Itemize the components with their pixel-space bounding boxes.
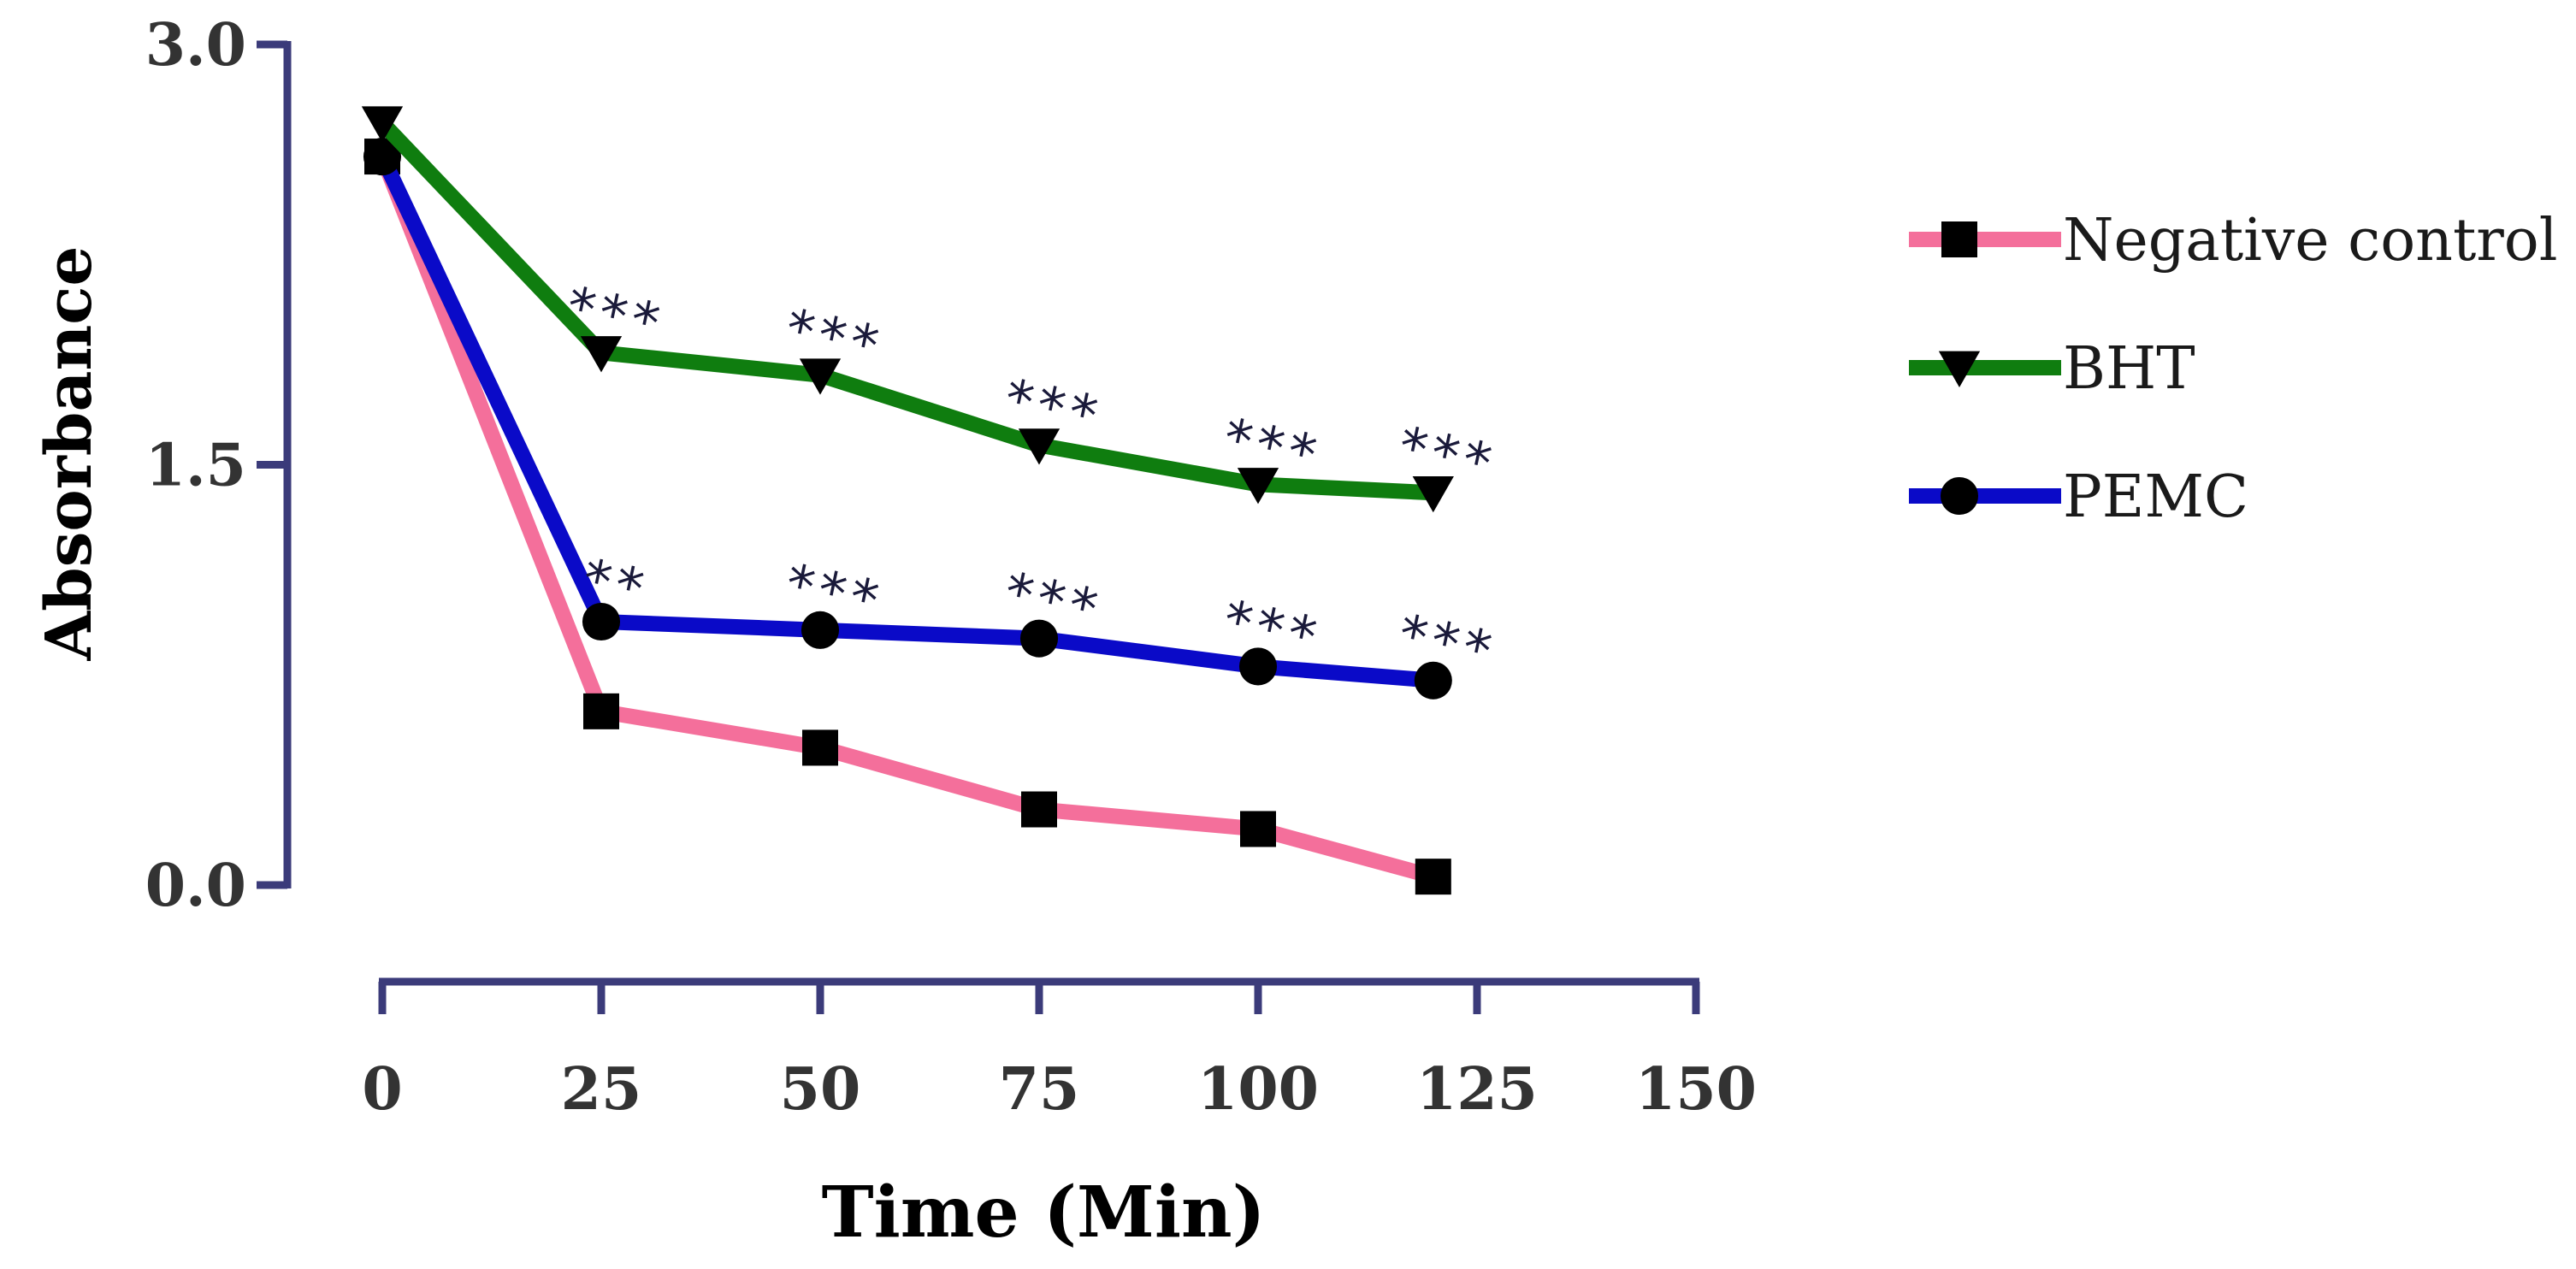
data-point-negative-control <box>1021 791 1057 828</box>
data-point-negative-control <box>802 729 838 766</box>
significance-label-pemc: ** <box>577 547 654 623</box>
legend-marker-pemc <box>1940 476 1979 516</box>
legend-label-pemc: PEMC <box>2063 463 2248 531</box>
data-point-bht <box>1412 475 1454 513</box>
x-axis-title: Time (Min) <box>822 1172 1266 1254</box>
legend-label-negative-control: Negative control <box>2063 207 2558 274</box>
y-tick-label: 1.5 <box>145 432 246 500</box>
data-point-pemc <box>1414 661 1452 699</box>
data-point-pemc <box>582 602 621 641</box>
series-line-bht <box>375 115 1441 501</box>
x-tick-label: 125 <box>1416 1055 1538 1124</box>
data-point-bht <box>580 336 623 373</box>
data-point-negative-control <box>583 693 619 729</box>
x-tick-label: 0 <box>362 1055 402 1124</box>
series-line-negative-control <box>375 149 1441 885</box>
series-bht <box>361 106 1454 513</box>
legend-label-bht: BHT <box>2063 335 2195 403</box>
data-point-negative-control <box>1240 811 1276 847</box>
data-point-pemc <box>801 611 840 649</box>
x-tick-label: 75 <box>999 1055 1080 1124</box>
significance-label-bht: *** <box>561 275 670 357</box>
data-point-pemc <box>1019 619 1059 658</box>
x-tick-label: 150 <box>1635 1055 1757 1124</box>
legend-item-negative-control: Negative control <box>1909 207 2558 274</box>
data-point-bht <box>1018 428 1061 465</box>
data-point-negative-control <box>1415 859 1451 895</box>
data-point-bht <box>799 358 842 395</box>
legend-marker-bht <box>1938 351 1981 387</box>
x-tick-label: 50 <box>780 1055 861 1124</box>
axes: 0.0 1.5 3.0 0 25 50 75 100 125 150 <box>145 11 1757 1124</box>
data-point-pemc <box>363 138 402 176</box>
data-point-pemc <box>1238 647 1278 686</box>
legend-item-bht: BHT <box>1909 335 2195 403</box>
x-tick-label: 25 <box>561 1055 642 1124</box>
series-pemc <box>363 138 1452 699</box>
legend: Negative control BHT PEMC <box>1909 207 2558 531</box>
series-line-pemc <box>375 149 1441 688</box>
y-tick-label: 0.0 <box>145 852 246 920</box>
data-point-bht <box>1237 468 1279 505</box>
legend-item-pemc: PEMC <box>1909 463 2248 531</box>
x-tick-label: 100 <box>1197 1055 1319 1124</box>
series-layer <box>361 106 1454 895</box>
y-axis-title: Absorbance <box>32 246 106 662</box>
y-tick-label: 3.0 <box>145 11 246 80</box>
legend-marker-negative-control <box>1941 221 1977 257</box>
data-point-bht <box>361 106 404 143</box>
series-negative-control <box>364 139 1451 895</box>
